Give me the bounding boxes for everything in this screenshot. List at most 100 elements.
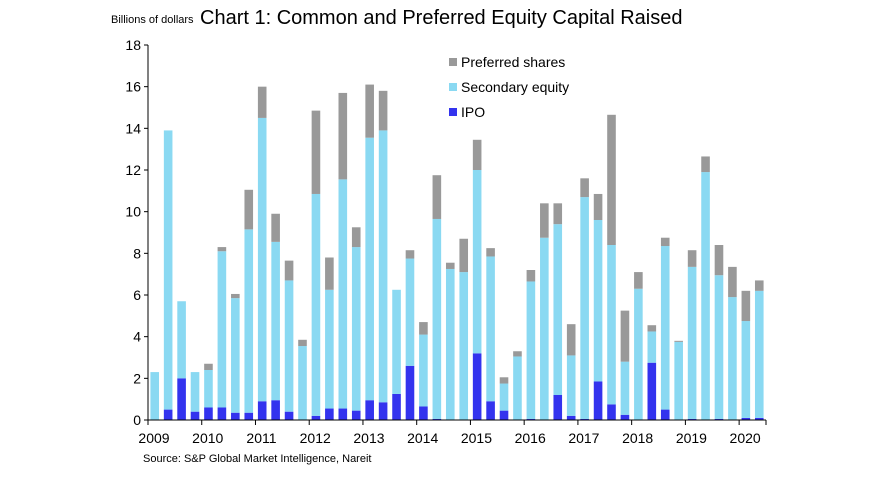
bar-preferred-shares-2010q2 (217, 247, 227, 252)
x-tick-label-2017: 2017 (568, 430, 599, 446)
y-tick-label: 4 (133, 329, 141, 345)
bar-ipo-2012q2 (325, 408, 334, 420)
legend-swatch-ipo (449, 107, 457, 116)
bar-secondary-equity-2018q3 (660, 246, 670, 410)
y-tick-label: 0 (133, 412, 141, 428)
bar-secondary-equity-2017q1 (580, 197, 589, 419)
bar-preferred-shares-2012q2 (325, 257, 334, 290)
bar-secondary-equity-2015q3 (499, 383, 509, 411)
bar-secondary-equity-2013q3 (392, 289, 401, 394)
bar-ipo-2016q3 (553, 395, 563, 420)
y-tick-label: 2 (133, 370, 141, 386)
bar-secondary-equity-2015q4 (513, 356, 522, 420)
bar-ipo-2009q4 (190, 411, 200, 420)
legend-item-preferred-shares: Preferred shares (449, 49, 569, 74)
bar-secondary-equity-2020q2 (754, 290, 764, 418)
bar-preferred-shares-2013q2 (378, 90, 388, 131)
bar-preferred-shares-2011q4 (298, 339, 307, 347)
bar-preferred-shares-2011q3 (284, 260, 294, 281)
legend-item-ipo: IPO (449, 99, 569, 124)
bar-preferred-shares-2019q2 (701, 156, 710, 173)
legend-label-ipo: IPO (461, 103, 486, 120)
bar-secondary-equity-2015q2 (486, 256, 495, 402)
chart-legend: Preferred shares Secondary equity IPO (449, 49, 569, 124)
bar-secondary-equity-2016q4 (566, 355, 576, 416)
bar-preferred-shares-2016q2 (540, 203, 549, 238)
bar-ipo-2013q1 (365, 400, 374, 420)
bar-preferred-shares-2018q4 (674, 340, 683, 342)
bar-ipo-2017q1 (580, 418, 589, 420)
bar-secondary-equity-2019q4 (728, 297, 737, 420)
bar-ipo-2017q2 (593, 381, 603, 420)
bar-preferred-shares-2010q3 (231, 293, 240, 299)
bar-preferred-shares-2014q4 (459, 238, 469, 273)
bar-secondary-equity-2012q1 (311, 193, 321, 416)
bar-secondary-equity-2013q1 (365, 137, 374, 401)
bar-preferred-shares-2011q2 (271, 213, 280, 242)
bar-ipo-2017q4 (620, 414, 630, 420)
bar-secondary-equity-2010q1 (204, 370, 213, 408)
bar-ipo-2012q3 (338, 408, 348, 420)
legend-label-preferred: Preferred shares (461, 53, 566, 70)
bar-secondary-equity-2011q2 (271, 241, 280, 401)
bar-ipo-2017q3 (607, 404, 616, 421)
bar-preferred-shares-2014q2 (432, 175, 442, 219)
bar-ipo-2011q1 (257, 401, 267, 420)
bar-preferred-shares-2017q2 (593, 193, 603, 220)
bar-ipo-2020q1 (741, 417, 751, 420)
bar-preferred-shares-2020q1 (741, 290, 751, 322)
bar-secondary-equity-2018q1 (634, 288, 643, 420)
bar-secondary-equity-2017q4 (620, 361, 630, 415)
bar-secondary-equity-2012q4 (351, 247, 361, 411)
bar-ipo-2015q3 (499, 410, 509, 421)
bar-preferred-shares-2015q2 (486, 248, 495, 257)
bar-preferred-shares-2017q1 (580, 178, 589, 198)
legend-swatch-preferred (449, 57, 457, 66)
bar-secondary-equity-2013q2 (378, 130, 388, 403)
bar-preferred-shares-2012q1 (311, 110, 321, 194)
bar-secondary-equity-2017q3 (607, 245, 616, 405)
bar-secondary-equity-2009q1 (150, 372, 160, 420)
bar-secondary-equity-2009q4 (190, 372, 200, 412)
bar-secondary-equity-2015q1 (472, 170, 482, 354)
bar-secondary-equity-2019q3 (714, 275, 724, 419)
bar-ipo-2009q2 (163, 409, 173, 420)
bar-secondary-equity-2011q4 (298, 346, 307, 420)
y-tick-label: 18 (125, 37, 141, 53)
bar-secondary-equity-2013q4 (405, 258, 415, 366)
bar-preferred-shares-2015q3 (499, 377, 509, 384)
bar-ipo-2012q1 (311, 415, 321, 420)
bar-secondary-equity-2014q2 (432, 218, 442, 419)
bar-ipo-2011q3 (284, 411, 294, 420)
bar-secondary-equity-2016q1 (526, 281, 536, 419)
x-tick-label-2010: 2010 (192, 430, 223, 446)
bar-secondary-equity-2009q3 (177, 301, 186, 379)
bar-preferred-shares-2017q4 (620, 310, 630, 362)
bar-ipo-2013q4 (405, 365, 415, 420)
x-tick-label-2014: 2014 (407, 430, 438, 446)
bar-ipo-2015q2 (486, 401, 495, 420)
bar-preferred-shares-2013q1 (365, 84, 374, 138)
bar-ipo-2010q3 (231, 412, 240, 420)
bar-secondary-equity-2019q2 (701, 172, 710, 420)
bar-ipo-2015q1 (472, 353, 482, 420)
y-tick-label: 6 (133, 287, 141, 303)
bar-ipo-2014q2 (432, 418, 442, 420)
bar-secondary-equity-2014q1 (419, 334, 428, 407)
x-tick-label-2009: 2009 (138, 430, 169, 446)
y-tick-label: 16 (125, 79, 141, 95)
bar-preferred-shares-2018q2 (647, 325, 657, 332)
bar-secondary-equity-2018q2 (647, 331, 657, 363)
bar-ipo-2019q3 (714, 418, 724, 420)
bar-secondary-equity-2011q3 (284, 280, 294, 412)
bar-secondary-equity-2014q4 (459, 272, 469, 420)
bar-preferred-shares-2017q3 (607, 114, 616, 245)
bar-group (150, 84, 764, 421)
x-tick-label-2015: 2015 (461, 430, 492, 446)
bar-preferred-shares-2012q4 (351, 227, 361, 248)
x-tick-label-2013: 2013 (353, 430, 384, 446)
bar-ipo-2016q1 (526, 418, 536, 420)
bar-secondary-equity-2014q3 (445, 268, 455, 420)
chart-title: Chart 1: Common and Preferred Equity Cap… (200, 7, 683, 29)
